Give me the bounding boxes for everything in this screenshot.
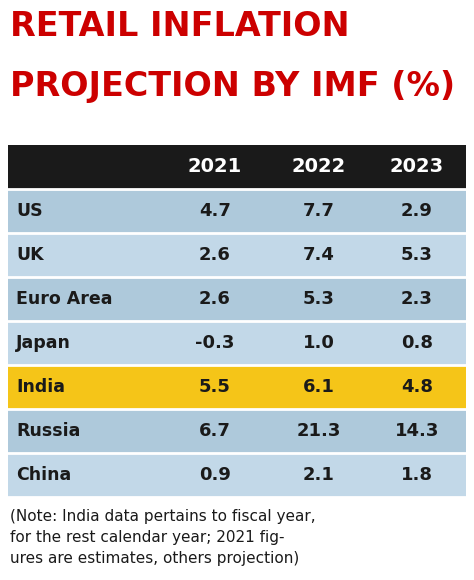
Text: PROJECTION BY IMF (%): PROJECTION BY IMF (%) bbox=[10, 70, 455, 103]
Bar bbox=[8, 233, 466, 277]
Text: 6.7: 6.7 bbox=[199, 422, 231, 440]
Text: 7.4: 7.4 bbox=[303, 246, 335, 264]
Text: -0.3: -0.3 bbox=[195, 334, 235, 352]
Bar bbox=[8, 321, 466, 365]
Text: RETAIL INFLATION: RETAIL INFLATION bbox=[10, 10, 350, 43]
Text: 2021: 2021 bbox=[188, 158, 242, 176]
Text: US: US bbox=[16, 202, 43, 220]
Text: 2.6: 2.6 bbox=[199, 290, 231, 308]
Text: 2.6: 2.6 bbox=[199, 246, 231, 264]
Text: 0.9: 0.9 bbox=[199, 466, 231, 484]
Text: Japan: Japan bbox=[16, 334, 71, 352]
Text: 5.3: 5.3 bbox=[401, 246, 433, 264]
Text: UK: UK bbox=[16, 246, 44, 264]
Text: India: India bbox=[16, 378, 65, 396]
Bar bbox=[8, 145, 466, 189]
Text: Euro Area: Euro Area bbox=[16, 290, 112, 308]
Text: 7.7: 7.7 bbox=[303, 202, 335, 220]
Text: 5.5: 5.5 bbox=[199, 378, 231, 396]
Text: (Note: India data pertains to fiscal year,
for the rest calendar year; 2021 fig-: (Note: India data pertains to fiscal yea… bbox=[10, 509, 316, 566]
Text: 14.3: 14.3 bbox=[395, 422, 439, 440]
Bar bbox=[8, 453, 466, 497]
Text: 1.8: 1.8 bbox=[401, 466, 433, 484]
Text: 2.1: 2.1 bbox=[303, 466, 335, 484]
Bar bbox=[8, 409, 466, 453]
Text: 4.8: 4.8 bbox=[401, 378, 433, 396]
Text: 0.8: 0.8 bbox=[401, 334, 433, 352]
Bar bbox=[8, 365, 466, 409]
Text: 1.0: 1.0 bbox=[303, 334, 335, 352]
Text: 5.3: 5.3 bbox=[303, 290, 335, 308]
Text: 2023: 2023 bbox=[390, 158, 444, 176]
Text: 2.3: 2.3 bbox=[401, 290, 433, 308]
Text: 6.1: 6.1 bbox=[303, 378, 335, 396]
Bar bbox=[8, 277, 466, 321]
Text: 2022: 2022 bbox=[292, 158, 346, 176]
Text: 2.9: 2.9 bbox=[401, 202, 433, 220]
Text: Russia: Russia bbox=[16, 422, 81, 440]
Text: 21.3: 21.3 bbox=[297, 422, 341, 440]
Text: 4.7: 4.7 bbox=[199, 202, 231, 220]
Bar bbox=[8, 189, 466, 233]
Text: China: China bbox=[16, 466, 71, 484]
